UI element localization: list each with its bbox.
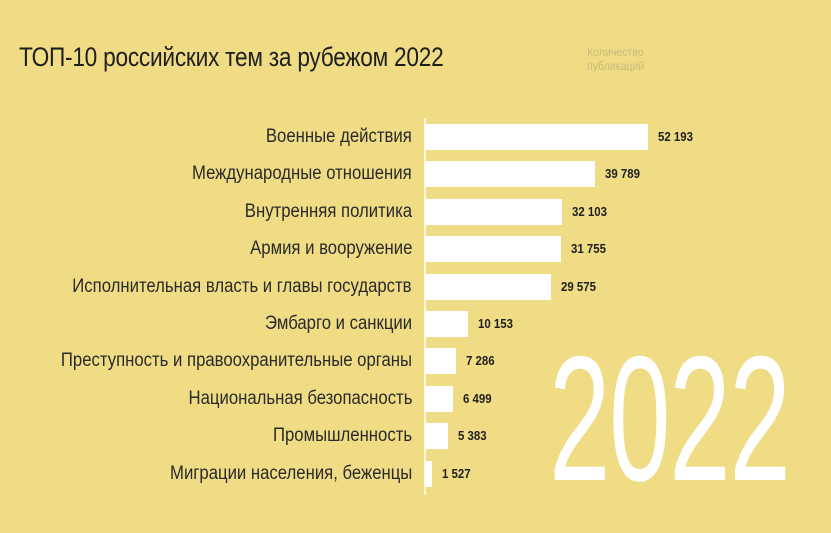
category-label: Армия и вооружение	[249, 238, 412, 260]
category-label: Промышленность	[272, 425, 412, 447]
value-label: 39 789	[605, 166, 640, 182]
bar	[425, 348, 457, 375]
bar	[425, 460, 432, 487]
bar	[425, 161, 595, 188]
bar	[425, 385, 453, 412]
value-label: 7 286	[466, 353, 495, 369]
year-decoration: 2022	[549, 319, 791, 518]
category-label: Исполнительная власть и главы государств	[72, 275, 412, 297]
value-label: 29 575	[561, 278, 597, 294]
value-label: 5 383	[457, 428, 487, 444]
value-label: 6 499	[462, 390, 492, 406]
value-label: 10 153	[478, 316, 514, 331]
category-label: Национальная безопасность	[188, 387, 412, 409]
category-label: Преступность и правоохранительные органы	[60, 350, 412, 372]
bar	[425, 124, 648, 150]
bar	[425, 273, 552, 300]
chart-title: ТОП-10 российских тем за рубежом 2022	[19, 42, 444, 72]
value-label: 32 103	[572, 203, 608, 219]
value-label: 52 193	[658, 129, 693, 144]
bar	[425, 311, 469, 337]
bar	[425, 236, 561, 263]
category-label: Миграции населения, беженцы	[169, 462, 412, 484]
axis-line	[424, 118, 426, 495]
category-label: Международные отношения	[192, 163, 412, 185]
value-label: 31 755	[570, 241, 606, 257]
bar	[425, 423, 448, 450]
category-label: Эмбарго и санкции	[264, 313, 412, 334]
category-label: Внутренняя политика	[244, 200, 412, 222]
category-label: Военные действия	[266, 126, 412, 147]
value-label: 1 527	[441, 465, 471, 481]
bar	[425, 198, 563, 225]
value-axis-label: Количество публикаций	[587, 45, 645, 73]
